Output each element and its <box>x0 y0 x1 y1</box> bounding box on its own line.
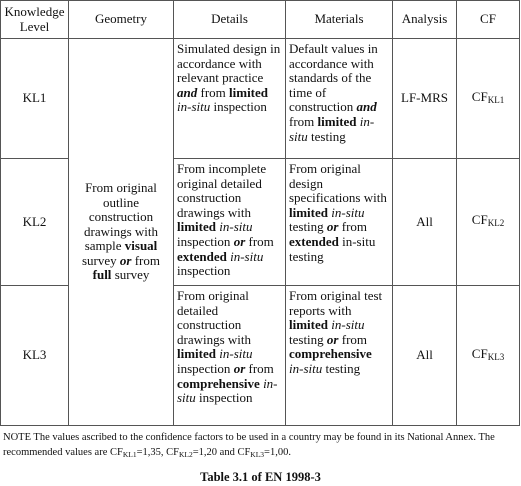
text-run: Default values in accordance with standa… <box>289 41 378 115</box>
table-row: KL1 From original outline construction dr… <box>0 38 520 426</box>
text-run: and <box>177 84 198 100</box>
table-row: KL3 From original detailed construction d… <box>0 285 520 426</box>
text-run: testing <box>289 331 327 347</box>
geometry-cell: From original outline construction drawi… <box>68 38 174 426</box>
text-run: From original outline construction drawi… <box>83 179 159 254</box>
text-run: From original design specifications with <box>289 161 387 206</box>
text-run: from <box>338 219 368 235</box>
text-run: Simulated design in accordance with rele… <box>177 41 281 86</box>
materials-cell: From original design specifications with… <box>285 158 393 286</box>
text-run: comprehensive <box>289 346 372 362</box>
column-header: Details <box>173 0 286 39</box>
level-cell: KL1 <box>0 38 69 159</box>
text-run: extended <box>177 248 227 264</box>
text-run: KL1 <box>122 450 137 459</box>
text-run: in-situ <box>328 317 365 333</box>
text-run: from <box>245 233 274 249</box>
materials-cell: From original test reports with limited … <box>285 285 393 426</box>
analysis-cell: LF-MRS <box>392 38 457 159</box>
column-header: Materials <box>285 0 393 39</box>
text-run: full <box>92 267 112 283</box>
text-run: limited <box>317 113 357 129</box>
text-run: testing <box>307 128 346 144</box>
text-run: from <box>245 360 274 376</box>
text-run: NOTE The values ascribed to the confiden… <box>3 432 495 458</box>
cf-cell: CFKL3 <box>456 285 520 426</box>
text-run: or <box>326 331 339 347</box>
text-run: From original detailed construction draw… <box>177 288 252 347</box>
details-cell: From incomplete original detailed constr… <box>173 158 286 286</box>
text-run: or <box>233 233 246 249</box>
analysis-cell: All <box>392 158 457 286</box>
text-run: from <box>197 84 230 100</box>
text-run: inspection <box>177 233 234 249</box>
column-header: Knowledge Level <box>0 0 69 39</box>
details-cell: Simulated design in accordance with rele… <box>173 38 286 159</box>
materials-cell: Default values in accordance with standa… <box>285 38 393 159</box>
kl-table: Knowledge Level Geometry Details Materials A… <box>0 0 520 426</box>
text-run: testing <box>289 219 327 235</box>
text-run: KL3 <box>250 450 265 459</box>
header-row: Knowledge Level Geometry Details Materials A… <box>0 0 520 39</box>
text-run: in-situ <box>177 99 211 115</box>
text-run: in-situ <box>216 219 253 235</box>
text-run: in-situ <box>328 204 365 220</box>
text-run: in-situ <box>216 346 253 362</box>
text-run: in-situ <box>226 248 264 264</box>
details-cell: From original detailed construction draw… <box>173 285 286 426</box>
text-run: KL2 <box>178 450 193 459</box>
text-run: or <box>233 360 246 376</box>
text-run: CF <box>471 345 488 361</box>
text-run: inspection <box>177 360 234 376</box>
text-run: from <box>338 331 368 347</box>
text-run: from <box>131 252 160 268</box>
text-run: survey <box>81 252 120 268</box>
text-run: survey <box>111 267 150 283</box>
text-run: extended <box>289 233 339 249</box>
text-run: in-situ <box>289 113 375 144</box>
level-cell: KL3 <box>0 285 69 426</box>
text-run: in-situ <box>177 375 278 406</box>
analysis-cell: All <box>392 285 457 426</box>
text-run: in-situ testing <box>289 233 376 264</box>
text-run: CF <box>471 212 488 228</box>
column-header: Analysis <box>392 0 457 39</box>
caption: Table 3.1 of EN 1998-3 <box>200 470 321 484</box>
text-run: From incomplete original detailed constr… <box>177 161 267 220</box>
text-run: testing <box>322 360 361 376</box>
text-run: limited <box>289 204 328 220</box>
text-run: or <box>326 219 339 235</box>
note: NOTE The values ascribed to the confiden… <box>3 430 518 462</box>
text-run: KL1 <box>487 94 505 105</box>
text-run: visual <box>124 238 158 254</box>
text-run: from <box>289 113 318 129</box>
column-header: Geometry <box>68 0 174 39</box>
text-run: and <box>356 99 377 115</box>
text-run: limited <box>229 84 269 100</box>
text-run: CF <box>471 88 488 104</box>
text-run: in-situ <box>289 360 323 376</box>
text-run: =1,00. <box>264 447 291 458</box>
text-run: =1,20 and CF <box>192 447 251 458</box>
text-run: From original test reports with <box>289 288 383 318</box>
text-run: limited <box>177 219 216 235</box>
text-run: inspection <box>195 390 253 406</box>
cf-cell: CFKL2 <box>456 158 520 286</box>
text-run: =1,35, CF <box>136 447 179 458</box>
table-body: KL1 From original outline construction dr… <box>0 38 520 426</box>
text-run: limited <box>177 346 216 362</box>
text-run: KL2 <box>487 218 505 229</box>
cf-cell: CFKL1 <box>456 38 520 159</box>
text-run: comprehensive <box>177 375 260 391</box>
table-row: KL2 From incomplete original detailed con… <box>0 158 520 286</box>
text-run: inspection <box>210 99 267 115</box>
text-run: or <box>119 252 132 268</box>
text-run: inspection <box>177 263 231 279</box>
level-cell: KL2 <box>0 158 69 286</box>
column-header: CF <box>456 0 520 39</box>
text-run: limited <box>289 317 328 333</box>
text-run: KL3 <box>487 351 505 362</box>
